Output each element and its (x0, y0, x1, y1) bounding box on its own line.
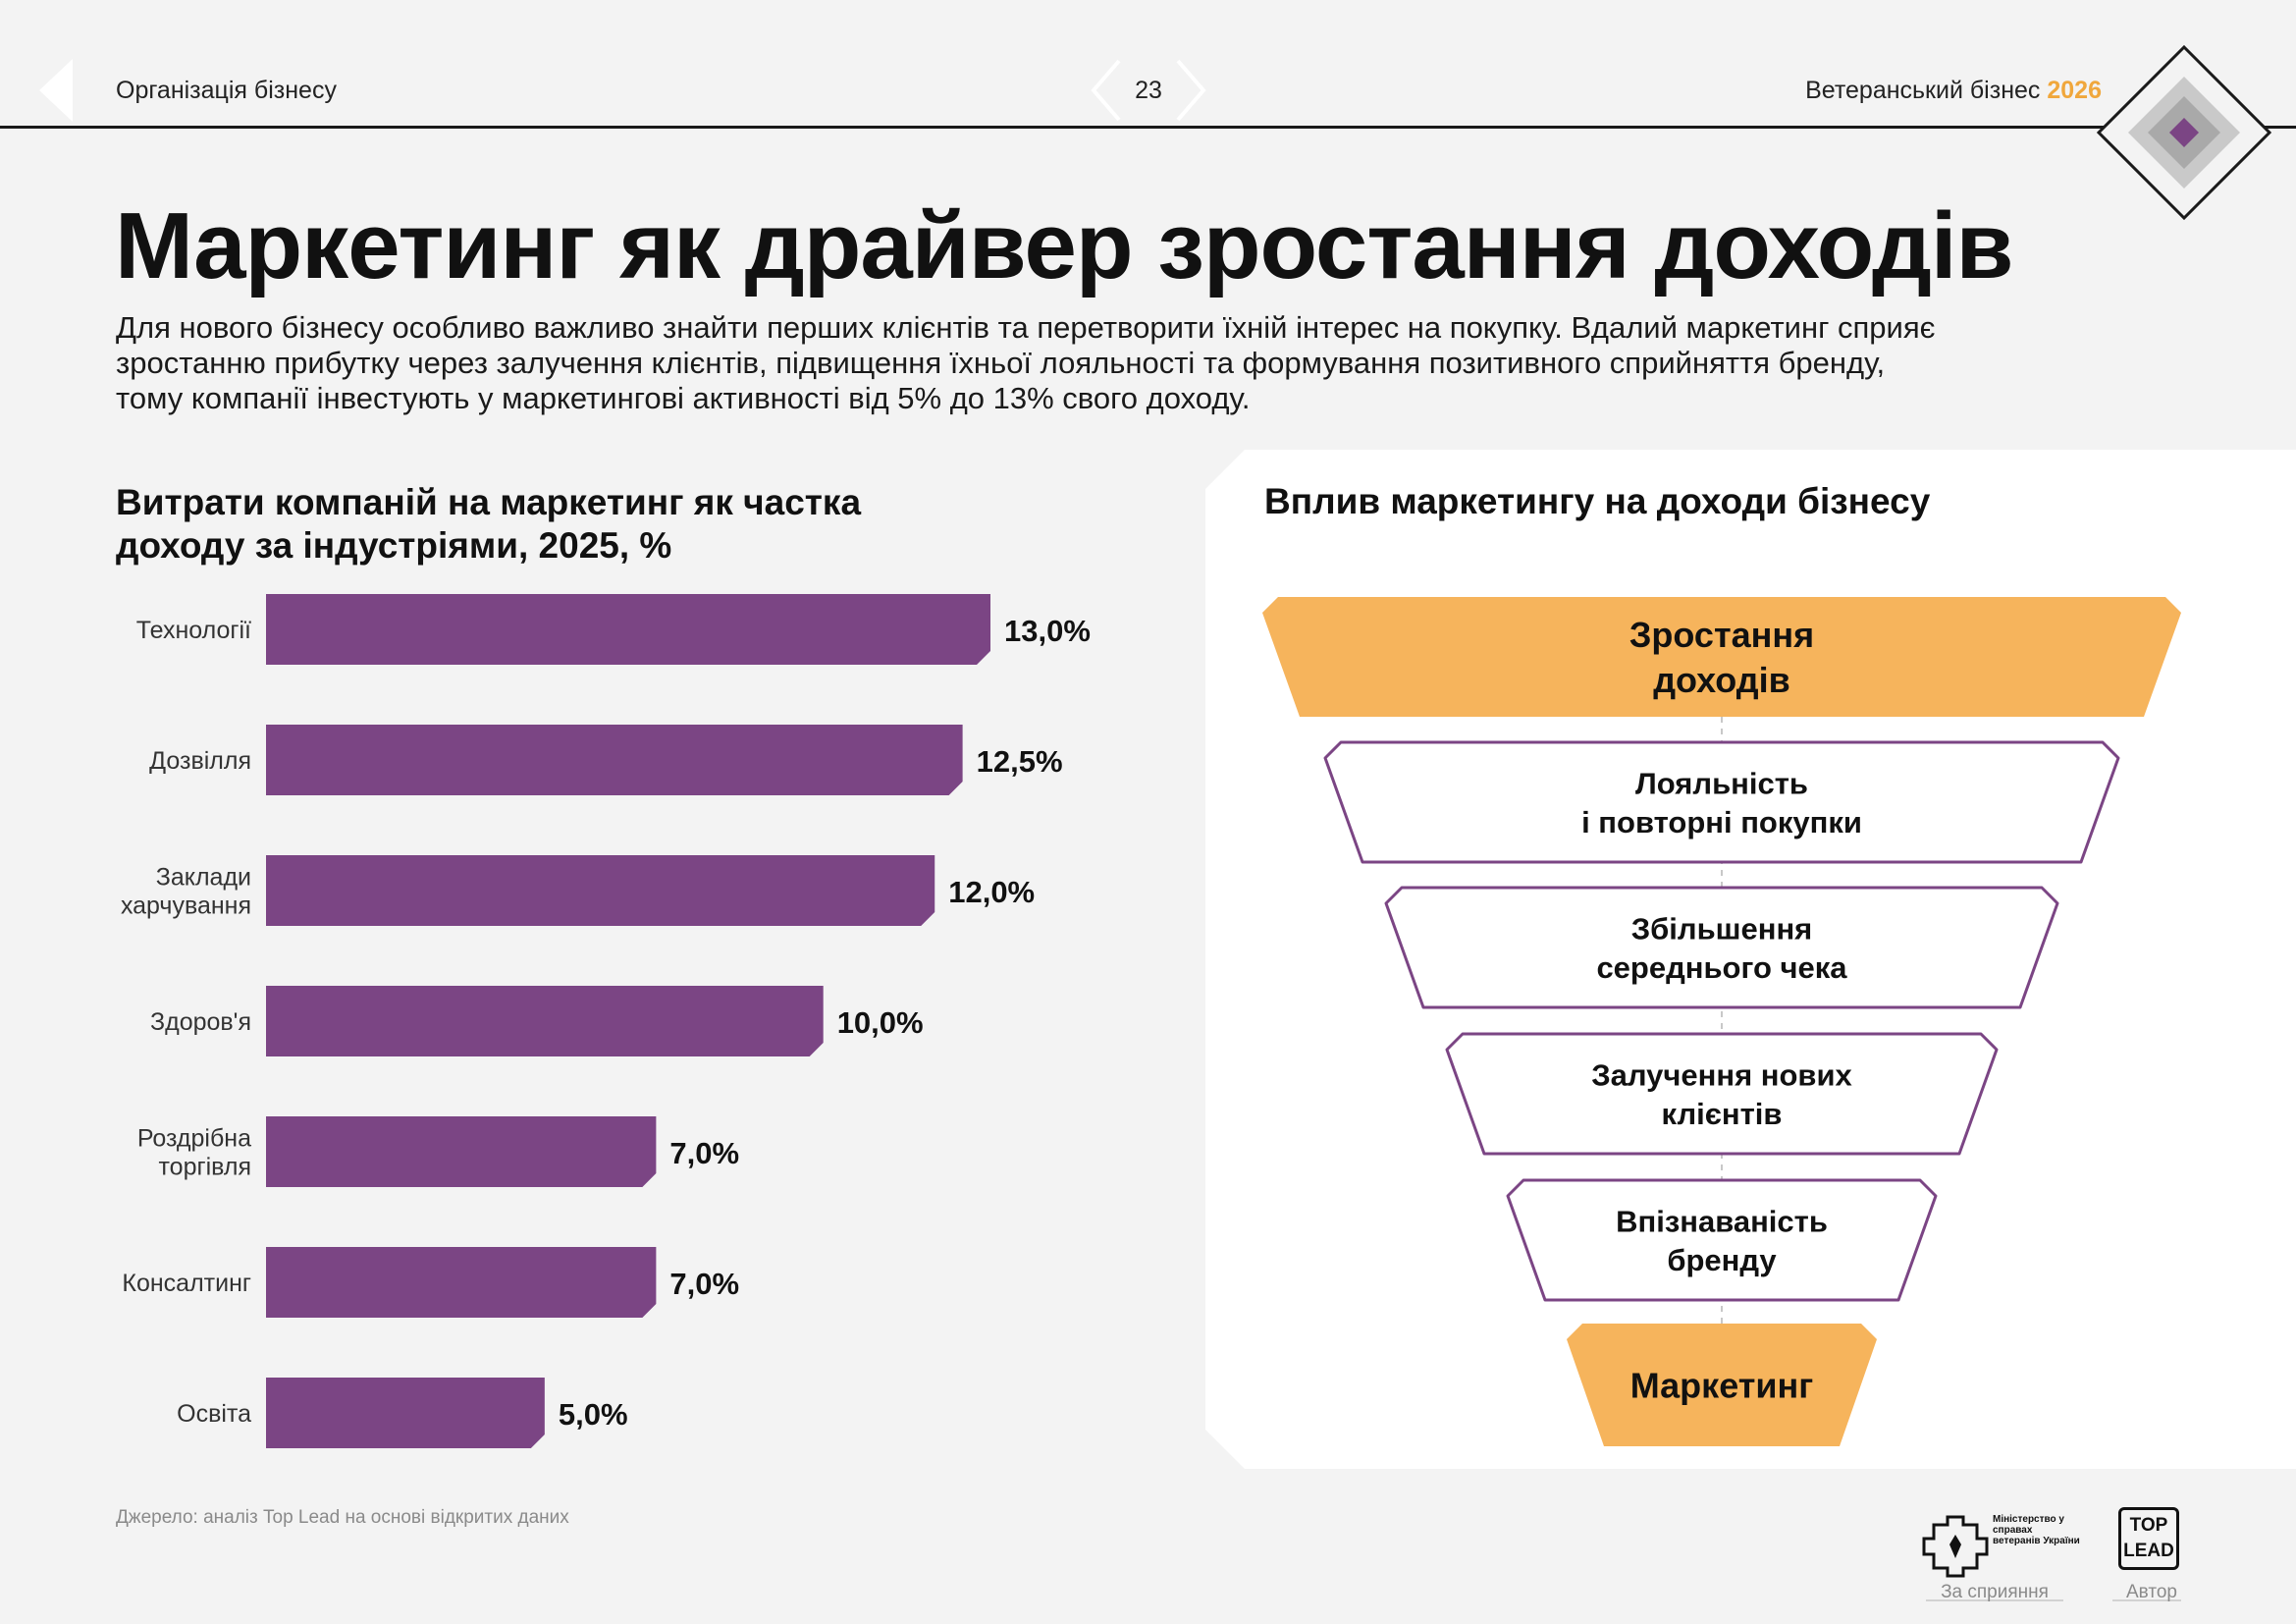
bar-chart: 13,0% Технології 12,5% Дозвілля 12,0% Заклади… (121, 594, 1091, 1448)
funnel-level-0 (1262, 597, 2181, 717)
category-label: Освіта (177, 1400, 251, 1428)
chevron-right-icon[interactable] (1176, 59, 1206, 122)
bar-2 (266, 855, 935, 926)
report-title: Ветеранський бізнес 2026 (1805, 77, 2102, 105)
intro-line: Для нового бізнесу особливо важливо знай… (116, 310, 1936, 345)
diamond-logo-icon (2096, 44, 2272, 221)
funnel-level-label: Залучення нових (1591, 1057, 1852, 1092)
category-label: торгівля (159, 1154, 251, 1181)
category-label: харчування (121, 893, 251, 920)
funnel-level-label: і повторні покупки (1581, 805, 1862, 839)
page-title: Маркетинг як драйвер зростання доходів (115, 193, 2014, 298)
funnel-level-label: клієнтів (1662, 1097, 1783, 1131)
back-arrow-icon[interactable] (39, 59, 73, 122)
ministry-name: Міністерство у справах ветеранів України (1993, 1514, 2080, 1546)
funnel-level-5 (1567, 1324, 1877, 1446)
bar-value-label: 10,0% (837, 1005, 924, 1040)
report-year: 2026 (2047, 77, 2102, 104)
category-label: Здоров'я (150, 1008, 251, 1036)
funnel-level-label: Зростання (1629, 615, 1814, 655)
category-label: Заклади (156, 864, 251, 892)
source-note: Джерело: аналіз Top Lead на основі відкр… (116, 1507, 569, 1528)
top-lead-logo-line: LEAD (2123, 1541, 2174, 1561)
bar-chart-title-line: доходу за індустріями, 2025, % (116, 525, 672, 566)
funnel-level-2 (1384, 886, 2059, 1009)
top-lead-logo-line: TOP (2129, 1515, 2168, 1536)
chevron-left-icon[interactable] (1091, 59, 1121, 122)
intro-line: зростанню прибутку через залучення клієн… (116, 346, 1886, 380)
page-number: 23 (1135, 77, 1162, 104)
bar-0 (266, 594, 990, 665)
funnel-level-4 (1506, 1178, 1938, 1302)
category-label: Дозвілля (149, 747, 251, 775)
bar-value-label: 12,0% (948, 875, 1035, 909)
header-divider (0, 126, 2296, 129)
bar-3 (266, 986, 824, 1056)
funnel-level-label: Лояльність (1635, 766, 1808, 800)
bar-1 (266, 725, 963, 795)
funnel-level-label: доходів (1653, 660, 1790, 700)
bar-value-label: 13,0% (1004, 614, 1091, 648)
report-title-text: Ветеранський бізнес (1805, 77, 2041, 104)
bar-4 (266, 1116, 657, 1187)
funnel-level-label: Збільшення (1631, 911, 1813, 946)
bar-value-label: 5,0% (559, 1397, 628, 1432)
support-caption: За сприяння (1941, 1582, 2049, 1602)
bar-chart-title-line: Витрати компаній на маркетинг як частка (116, 482, 862, 522)
funnel-title: Вплив маркетингу на доходи бізнесу (1264, 481, 1931, 521)
funnel-level-label: Впізнаваність (1616, 1204, 1828, 1238)
bar-value-label: 7,0% (669, 1267, 739, 1301)
bar-5 (266, 1247, 657, 1318)
intro-line: тому компанії інвестують у маркетингові … (116, 381, 1251, 415)
category-label: Технології (136, 617, 251, 644)
category-label: Роздрібна (137, 1125, 251, 1153)
funnel-level-label: середнього чека (1596, 950, 1847, 985)
bar-6 (266, 1378, 545, 1448)
category-label: Консалтинг (122, 1270, 251, 1297)
bar-chart-title: Витрати компаній на маркетинг як частка … (116, 481, 861, 568)
intro-paragraph: Для нового бізнесу особливо важливо знай… (116, 310, 2197, 416)
header-section-name: Організація бізнесу (116, 77, 337, 104)
funnel-diagram: Зростання доходів Лояльність і повторні пок… (1262, 597, 2181, 1446)
funnel-level-3 (1445, 1032, 1999, 1156)
funnel-level-1 (1323, 740, 2120, 864)
bar-value-label: 7,0% (669, 1136, 739, 1170)
top-lead-logo: TOP LEAD (2118, 1507, 2179, 1570)
bar-value-label: 12,5% (977, 744, 1063, 779)
funnel-level-label: Маркетинг (1630, 1365, 1814, 1405)
funnel-level-label: бренду (1667, 1243, 1777, 1277)
footer-logos (1922, 1515, 2181, 1601)
author-caption: Автор (2126, 1582, 2177, 1602)
page-navigator (1091, 59, 1206, 122)
ministry-emblem-icon (1922, 1515, 1989, 1578)
